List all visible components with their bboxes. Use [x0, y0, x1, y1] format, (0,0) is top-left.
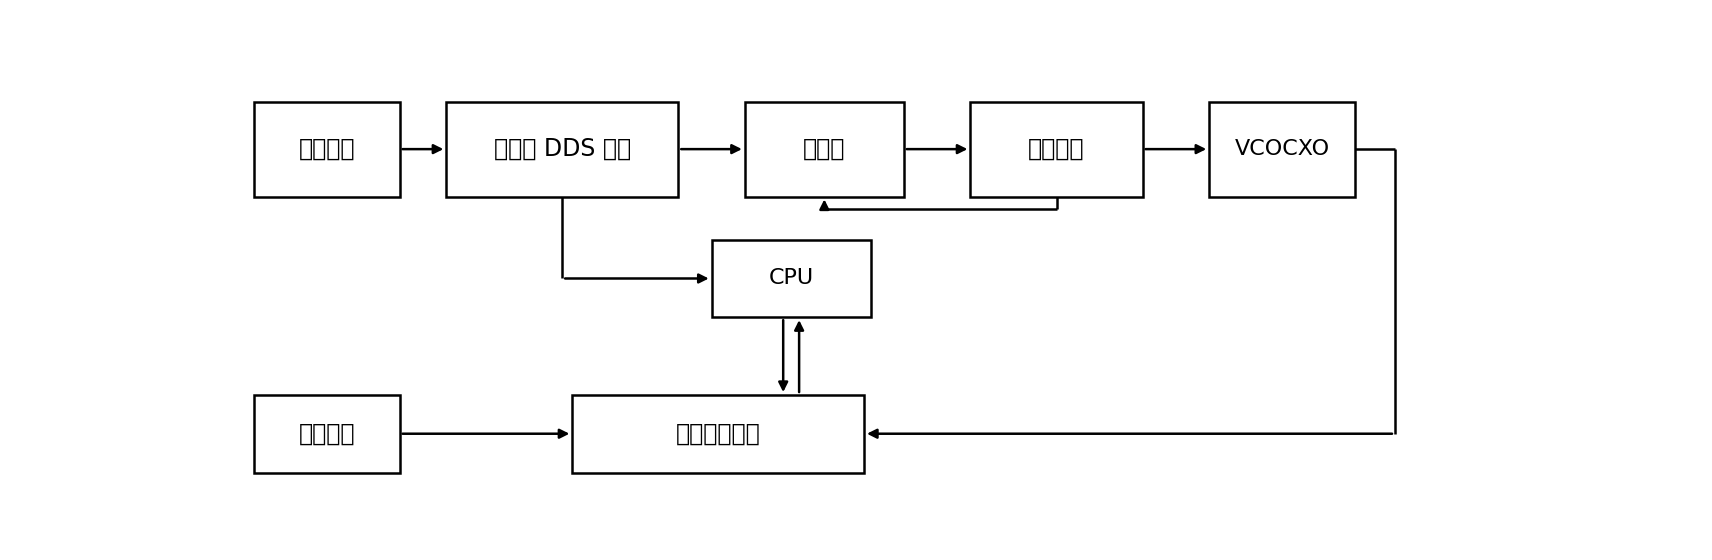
Bar	[572, 395, 865, 473]
Bar	[712, 240, 871, 318]
Text: VCOCXO: VCOCXO	[1234, 139, 1330, 159]
Text: 鉴相器: 鉴相器	[803, 137, 846, 161]
Bar	[253, 102, 399, 197]
Text: CPU: CPU	[769, 268, 813, 288]
Bar	[253, 395, 399, 473]
Bar	[971, 102, 1144, 197]
Bar	[447, 102, 678, 197]
Text: 数据处理: 数据处理	[1029, 137, 1085, 161]
Bar	[1209, 102, 1354, 197]
Text: 被测信号: 被测信号	[298, 422, 354, 446]
Text: 参考信号: 参考信号	[298, 137, 354, 161]
Text: 相位重合检测: 相位重合检测	[676, 422, 760, 446]
Text: 低相噪 DDS 移相: 低相噪 DDS 移相	[493, 137, 630, 161]
Bar	[745, 102, 904, 197]
